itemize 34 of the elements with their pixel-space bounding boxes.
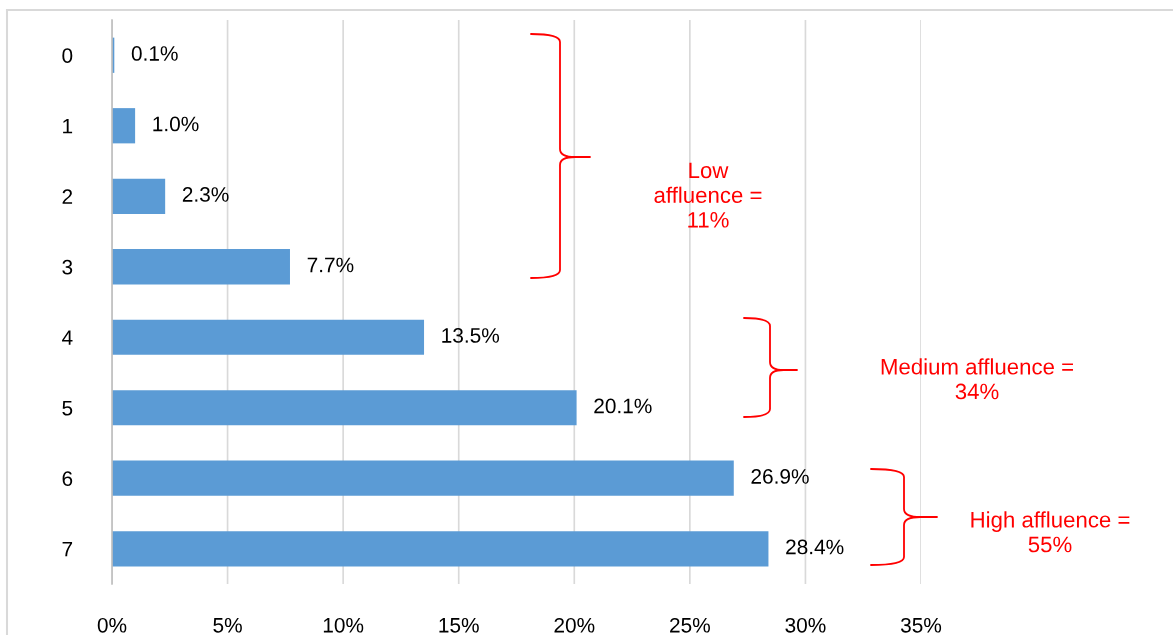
y-tick-label: 5 [62, 400, 73, 416]
x-tick-label: 20% [554, 617, 595, 633]
data-label: 1.0% [153, 116, 199, 132]
annotation: Low affluence = 11% [654, 162, 762, 228]
x-tick-label: 15% [439, 617, 479, 633]
data-label: 0.1% [131, 46, 178, 61]
x-tick-label: 5% [213, 617, 242, 633]
text: High affluence = 55% [971, 511, 1130, 553]
data-label: 20.1% [594, 398, 652, 414]
x-tick-label: 25% [670, 617, 710, 633]
bar [112, 319, 425, 355]
annotation: Medium affluence = 34% [881, 358, 1073, 400]
y-tick-label: 1 [63, 118, 73, 134]
bar [112, 460, 734, 496]
x-tick-label: 0% [97, 617, 127, 633]
y-tick-label: 3 [62, 259, 73, 275]
x-tick-label: 30% [785, 617, 826, 633]
y-tick-label: 0 [62, 48, 73, 63]
data-label: 2.3% [182, 187, 229, 202]
bar [112, 531, 769, 567]
data-label: 7.7% [307, 257, 354, 273]
bar [112, 390, 577, 426]
bar [112, 108, 136, 144]
data-label: 26.9% [751, 469, 809, 484]
data-label: 13.5% [442, 328, 500, 343]
bar [112, 249, 290, 285]
bar [112, 178, 166, 214]
y-tick-label: 7 [62, 541, 73, 557]
y-tick-label: 2 [62, 189, 73, 204]
data-label: 28.4% [786, 539, 844, 555]
x-tick-label: 10% [323, 617, 364, 633]
y-tick-label: 6 [62, 471, 73, 486]
x-tick-label: 35% [900, 617, 942, 633]
y-tick-label: 4 [62, 330, 73, 345]
